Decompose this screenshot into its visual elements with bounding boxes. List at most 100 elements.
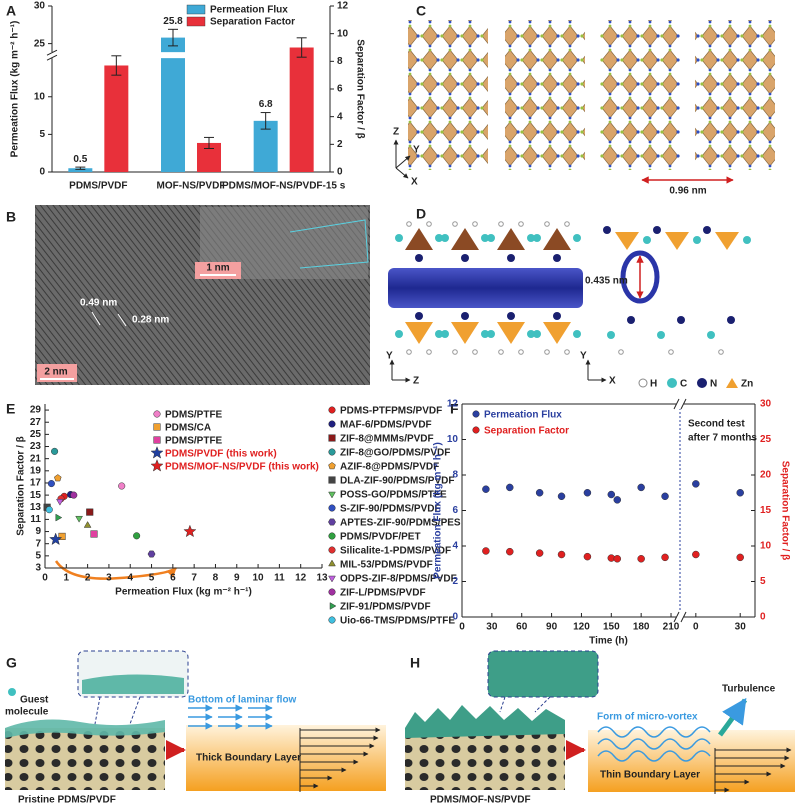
x-tick-label: 13 [316, 573, 328, 584]
point [56, 498, 64, 506]
x-tick-label: 90 [546, 622, 558, 633]
point [49, 532, 63, 546]
atom-label: N [710, 379, 717, 390]
x-tick-label: 7 [191, 573, 197, 584]
y2-tick-label: 0 [337, 167, 343, 178]
atom [553, 254, 561, 262]
point [328, 476, 336, 484]
atom [527, 330, 535, 338]
legend-label: POSS-GO/PDMS/PTFE [340, 490, 447, 501]
atom [487, 234, 495, 242]
atom [573, 330, 581, 338]
y-axis-label: Permeation Flux (kg m⁻² h⁻¹) [10, 21, 21, 158]
break-gap [47, 52, 57, 59]
point [692, 480, 700, 488]
point [45, 506, 53, 514]
mof-layer [405, 705, 565, 738]
axis-arrow [395, 167, 409, 179]
h-atom [498, 221, 504, 227]
h-atom [426, 221, 432, 227]
atom [693, 236, 701, 244]
x-tick-label: 210 [663, 622, 680, 633]
x-tick-label: 30 [486, 622, 498, 633]
panel-label: C [416, 3, 426, 19]
point [147, 550, 156, 558]
point [55, 513, 63, 522]
h-atom [452, 349, 458, 355]
atom [657, 331, 665, 339]
y2-tick-label: 4 [337, 111, 343, 122]
zn-tetrahedron [543, 322, 571, 344]
bar [104, 65, 129, 172]
spacing-mark [117, 313, 127, 327]
point [328, 546, 336, 554]
x-tick-label: 12 [295, 573, 307, 584]
atom [415, 312, 423, 320]
zn-tetrahedron [497, 322, 525, 344]
point [183, 524, 197, 538]
legend-label: Separation Factor [210, 17, 295, 28]
h-atom [406, 221, 412, 227]
panel-label: B [6, 209, 16, 225]
y-tick-label: 15 [30, 490, 42, 501]
x-tick-label: MOF-NS/PVDF [157, 181, 226, 192]
scale-label: 1 nm [206, 263, 229, 274]
x-axis-label: Permeation Flux (kg m⁻² h⁻¹) [115, 587, 252, 598]
legend-label: ODPS-ZIF-8/PDMS/PVDF [340, 574, 457, 585]
flow-arrows [597, 726, 792, 794]
atom [435, 330, 443, 338]
point [736, 489, 744, 497]
atom-key [667, 378, 677, 388]
h-atom [544, 221, 550, 227]
atom [395, 234, 403, 242]
atom [603, 226, 611, 234]
axis-break [46, 54, 58, 61]
layer-label: Thin Boundary Layer [600, 770, 700, 781]
point [557, 492, 566, 501]
y-tick-label: 30 [34, 1, 46, 12]
point [583, 489, 592, 497]
y2-axis-label: Separation Factor / β [779, 461, 790, 560]
point [613, 496, 622, 504]
point [328, 491, 336, 499]
y-tick-label: 2 [452, 576, 458, 587]
x-tick-label: 8 [213, 573, 219, 584]
point [661, 553, 669, 562]
atom-key [697, 378, 707, 388]
atom [573, 234, 581, 242]
y-tick-label: 0 [452, 612, 458, 623]
bar [68, 168, 93, 172]
h-atom [498, 349, 504, 355]
scale-box [37, 364, 77, 382]
y2-tick-label: 0 [760, 612, 766, 623]
improvement-arrow [54, 560, 177, 580]
y2-tick-label: 12 [337, 1, 349, 12]
point [328, 532, 336, 540]
value-label: 0.5 [73, 154, 87, 165]
atom [415, 254, 423, 262]
y-tick-label: 25 [34, 38, 46, 49]
atom [487, 330, 495, 338]
point [472, 426, 480, 434]
pdms-layer [5, 719, 165, 738]
axis-label: Z [413, 376, 419, 387]
point [328, 448, 336, 456]
point [328, 559, 336, 567]
y-tick-label: 6 [452, 505, 458, 516]
turbulence-label: Turbulence [722, 684, 776, 695]
atom [481, 234, 489, 242]
h-atom [718, 349, 724, 355]
point [328, 462, 336, 470]
atom [743, 236, 751, 244]
atom [435, 234, 443, 242]
zn-tetrahedron [451, 228, 479, 250]
zn-tetrahedron [543, 228, 571, 250]
y-axis-label: Permeation Flux (kg m⁻² h⁻¹) [433, 442, 444, 579]
legend-label: ZIF-8@MMMs/PVDF [340, 434, 434, 445]
y-tick-label: 23 [30, 441, 42, 452]
point [472, 410, 480, 418]
zn-tetrahedron [615, 232, 639, 250]
legend-label: AZIF-8@PDMS/PVDF [340, 462, 439, 473]
panel-label: F [450, 401, 459, 417]
guest-molecule [8, 688, 16, 696]
